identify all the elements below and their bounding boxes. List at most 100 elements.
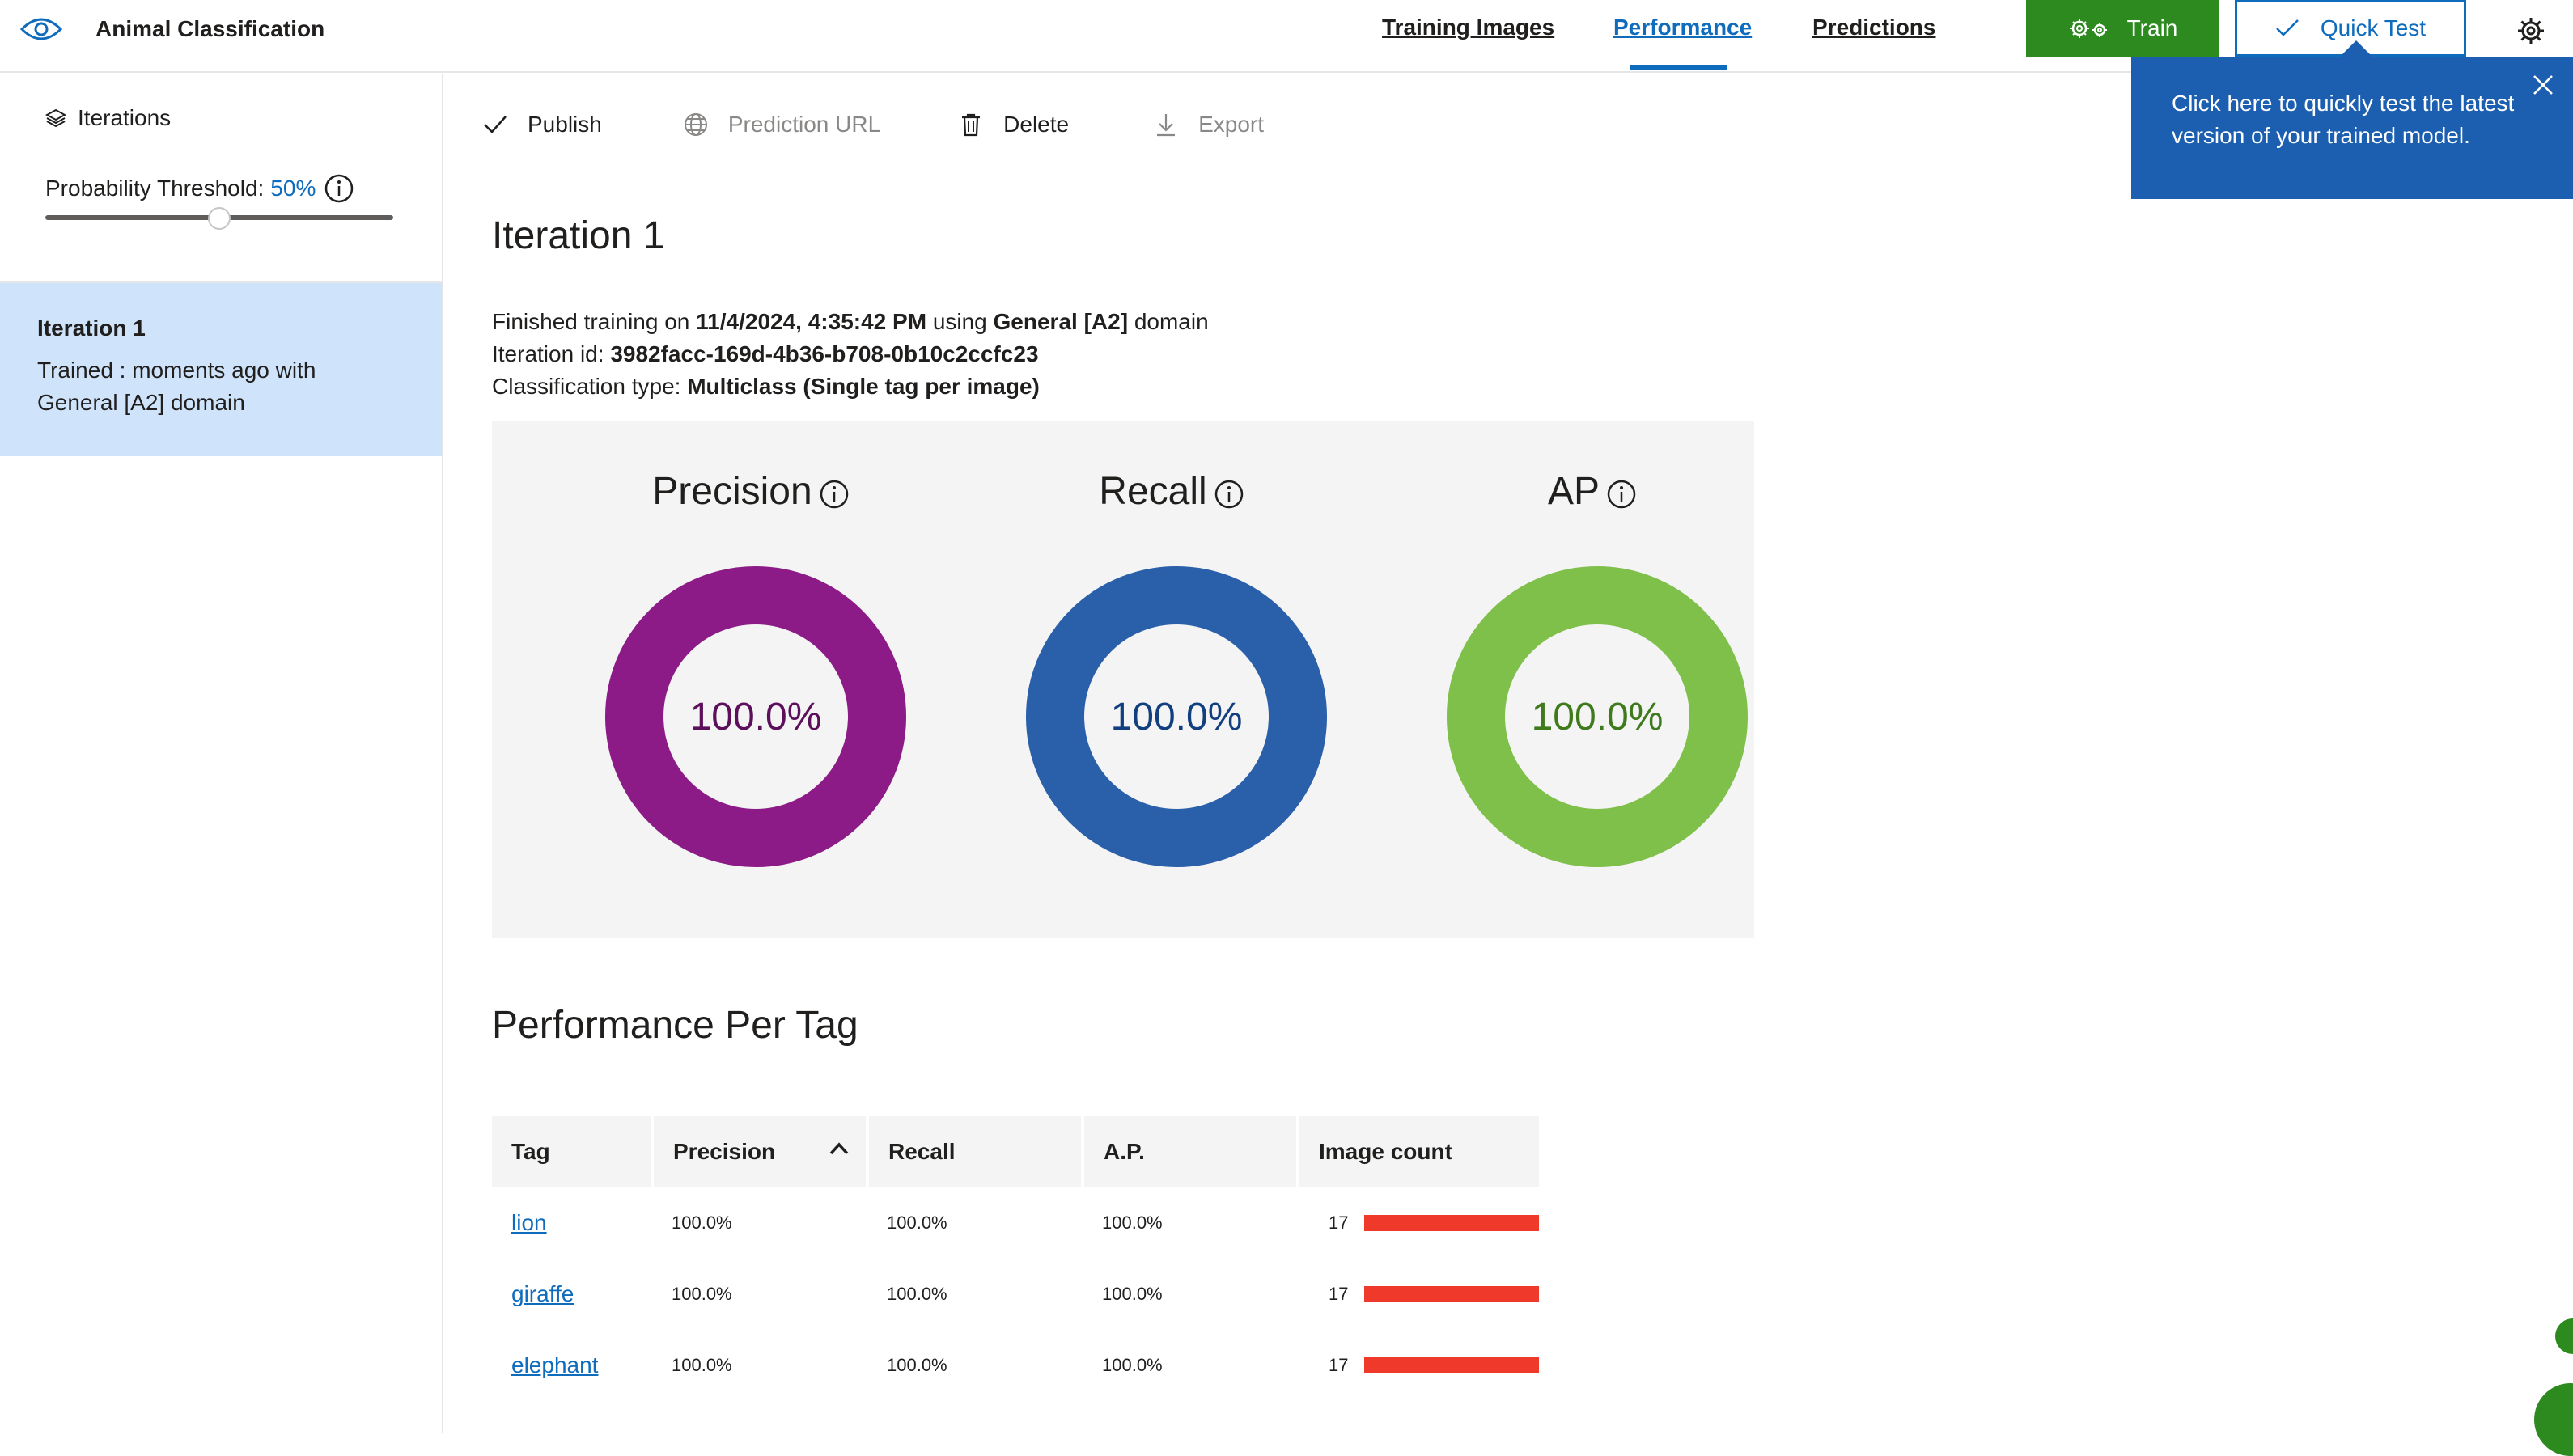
- sidebar: Iterations Probability Threshold: 50% It…: [0, 74, 443, 1433]
- decorative-green-dot: [2534, 1383, 2573, 1456]
- table-row: giraffe 100.0% 100.0% 100.0% 17: [492, 1259, 1544, 1330]
- recall-donut: [1026, 566, 1327, 867]
- publish-button[interactable]: Publish: [482, 112, 602, 138]
- tag-link-giraffe[interactable]: giraffe: [511, 1281, 574, 1306]
- delete-label: Delete: [1003, 112, 1070, 137]
- ap-label: AP: [1547, 470, 1600, 513]
- recall-donut-arc: [1026, 566, 1327, 867]
- precision-value: 100.0%: [689, 695, 822, 739]
- tab-predictions[interactable]: Predictions: [1812, 15, 1936, 40]
- training-info-prefix: Finished training on: [492, 309, 690, 334]
- cell-image-count: 17: [1329, 1355, 1349, 1375]
- cell-precision: 100.0%: [672, 1213, 732, 1233]
- precision-metric: Precision 100.0%: [581, 421, 921, 938]
- prediction-url-label: Prediction URL: [727, 112, 881, 137]
- iteration-info: Finished training on 11/4/2024, 4:35:42 …: [492, 306, 1209, 403]
- eye-icon: [19, 18, 63, 40]
- prediction-url-button[interactable]: Prediction URL: [683, 112, 880, 138]
- tag-link-lion[interactable]: lion: [511, 1210, 547, 1235]
- sort-ascending-icon[interactable]: [829, 1141, 850, 1157]
- info-icon[interactable]: [1214, 479, 1244, 510]
- info-icon[interactable]: [324, 173, 354, 204]
- page-title: Iteration 1: [492, 214, 665, 257]
- cell-precision: 100.0%: [672, 1284, 732, 1304]
- ap-title: AP: [1422, 469, 1762, 514]
- cell-ap: 100.0%: [1102, 1284, 1163, 1304]
- image-count-bar: [1364, 1357, 1539, 1373]
- cell-recall: 100.0%: [887, 1284, 947, 1304]
- column-header-ap[interactable]: A.P.: [1084, 1116, 1296, 1187]
- publish-label: Publish: [528, 112, 602, 137]
- cell-image-count: 17: [1329, 1284, 1349, 1304]
- classification-type: Multiclass (Single tag per image): [687, 374, 1040, 399]
- precision-donut-arc: [605, 566, 906, 867]
- ap-donut-arc: [1447, 566, 1748, 867]
- column-header-image-count[interactable]: Image count: [1299, 1116, 1539, 1187]
- iteration-id: 3982facc-169d-4b36-b708-0b10c2ccfc23: [610, 341, 1039, 366]
- precision-label: Precision: [652, 470, 812, 513]
- ap-metric: AP 100.0%: [1422, 421, 1762, 938]
- quick-test-tooltip: Click here to quickly test the latest ve…: [2131, 57, 2573, 199]
- info-icon[interactable]: [819, 479, 850, 510]
- iterations-heading: Iterations: [45, 105, 171, 131]
- training-date: 11/4/2024, 4:35:42 PM: [696, 309, 927, 334]
- checkmark-icon: [484, 116, 507, 133]
- image-count-bar: [1364, 1215, 1539, 1231]
- cell-recall: 100.0%: [887, 1213, 947, 1233]
- train-button-label: Train: [2126, 15, 2178, 40]
- close-icon[interactable]: [2531, 73, 2555, 97]
- trash-icon: [962, 113, 981, 137]
- iteration-id-line: Iteration id: 3982facc-169d-4b36-b708-0b…: [492, 338, 1209, 370]
- per-tag-title: Performance Per Tag: [492, 1004, 858, 1047]
- classification-type-line: Classification type: Multiclass (Single …: [492, 370, 1209, 403]
- cell-ap: 100.0%: [1102, 1355, 1163, 1375]
- iteration-toolbar: Publish Prediction URL Delete Export: [482, 108, 1264, 141]
- column-header-precision-label: Precision: [673, 1139, 776, 1164]
- training-info-mid: using: [932, 309, 987, 334]
- iteration-id-prefix: Iteration id:: [492, 341, 604, 366]
- threshold-value: 50%: [270, 176, 316, 201]
- column-header-tag[interactable]: Tag: [492, 1116, 651, 1187]
- recall-title: Recall: [1002, 469, 1342, 514]
- iteration-item-title: Iteration 1: [37, 315, 146, 341]
- threshold-label: Probability Threshold:: [45, 176, 265, 201]
- iterations-heading-label: Iterations: [78, 105, 172, 130]
- recall-value: 100.0%: [1110, 695, 1243, 739]
- ap-value: 100.0%: [1531, 695, 1664, 739]
- column-header-recall[interactable]: Recall: [869, 1116, 1081, 1187]
- download-icon: [1157, 114, 1176, 137]
- settings-gear-icon[interactable]: [2516, 16, 2545, 45]
- cell-ap: 100.0%: [1102, 1213, 1163, 1233]
- quick-test-button[interactable]: Quick Test: [2235, 0, 2466, 57]
- image-count-bar: [1364, 1286, 1539, 1302]
- delete-button[interactable]: Delete: [958, 112, 1069, 138]
- tab-training-images[interactable]: Training Images: [1382, 15, 1555, 40]
- threshold-slider-thumb[interactable]: [208, 207, 231, 230]
- info-icon[interactable]: [1606, 479, 1637, 510]
- cell-precision: 100.0%: [672, 1355, 732, 1375]
- quick-test-label: Quick Test: [2320, 15, 2427, 40]
- training-info-suffix: domain: [1134, 309, 1209, 334]
- checkmark-icon: [2276, 19, 2299, 36]
- export-button[interactable]: Export: [1153, 112, 1264, 138]
- probability-threshold: Probability Threshold: 50%: [45, 173, 354, 204]
- export-label: Export: [1198, 112, 1265, 137]
- active-tab-indicator: [1630, 65, 1727, 70]
- train-button[interactable]: Train: [2026, 0, 2219, 57]
- tab-performance[interactable]: Performance: [1613, 15, 1753, 40]
- table-row: elephant 100.0% 100.0% 100.0% 17: [492, 1330, 1544, 1401]
- tag-link-elephant[interactable]: elephant: [511, 1352, 599, 1378]
- recall-label: Recall: [1099, 470, 1207, 513]
- decorative-green-dot: [2555, 1318, 2573, 1354]
- layers-icon: [45, 108, 66, 128]
- gears-icon: [2069, 19, 2107, 38]
- tooltip-text: Click here to quickly test the latest ve…: [2172, 91, 2515, 148]
- cell-image-count: 17: [1329, 1213, 1349, 1233]
- ap-donut: [1447, 566, 1748, 867]
- precision-title: Precision: [581, 469, 921, 514]
- sidebar-divider: [0, 281, 442, 283]
- precision-donut: [605, 566, 906, 867]
- column-header-precision[interactable]: Precision: [654, 1116, 866, 1187]
- table-row: lion 100.0% 100.0% 100.0% 17: [492, 1187, 1544, 1259]
- iteration-item[interactable]: Iteration 1 Trained : moments ago with G…: [0, 283, 442, 456]
